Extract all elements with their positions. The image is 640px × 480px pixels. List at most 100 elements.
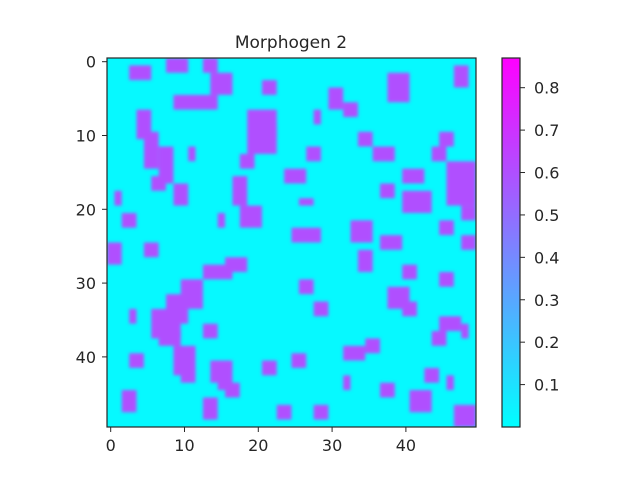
heatmap-high-region	[143, 242, 159, 258]
heatmap-high-region	[313, 301, 329, 317]
heatmap-high-region	[284, 168, 307, 184]
x-axis: 0 10 20 30 40	[106, 427, 416, 455]
heatmap-high-region	[461, 235, 476, 250]
heatmap-high-region	[217, 212, 226, 228]
heatmap-high-region	[239, 205, 262, 228]
colorbar-tick-label: 0.8	[534, 79, 559, 98]
heatmap-high-region	[431, 146, 447, 162]
heatmap-high-region	[380, 382, 395, 398]
heatmap-high-region	[372, 146, 395, 162]
heatmap-high-region	[431, 331, 447, 346]
heatmap-high-region	[291, 353, 307, 368]
heatmap-high-region	[357, 249, 373, 273]
chart-title: Morphogen 2	[235, 33, 347, 53]
colorbar-tick-label: 0.4	[534, 248, 559, 267]
x-tick-label: 0	[106, 436, 116, 455]
heatmap-high-region	[402, 301, 417, 317]
heatmap-high-region	[202, 323, 218, 339]
y-axis: 0 10 20 30 40	[76, 53, 107, 367]
colorbar-tick-label: 0.1	[534, 376, 559, 395]
heatmap-high-region	[439, 131, 454, 147]
heatmap-high-region	[173, 183, 189, 206]
x-tick-label: 10	[174, 436, 194, 455]
y-tick-label: 20	[76, 200, 96, 219]
heatmap-high-region	[276, 404, 292, 420]
heatmap-high-region	[129, 353, 144, 368]
y-tick-label: 10	[76, 126, 96, 145]
y-tick-label: 30	[76, 274, 96, 293]
heatmap-high-region	[402, 190, 432, 213]
heatmap-high-region	[173, 94, 218, 110]
heatmap-high-region	[202, 397, 218, 420]
heatmap-high-region	[424, 367, 440, 383]
heatmap-high-region	[121, 212, 137, 228]
colorbar-tick-label: 0.2	[534, 333, 559, 352]
colorbar-frame	[501, 57, 521, 428]
heatmap-high-region	[306, 146, 322, 162]
heatmap-high-region	[247, 109, 277, 154]
y-tick-label: 0	[86, 53, 96, 72]
heatmap-high-region	[143, 131, 159, 169]
heatmap-high-region	[343, 345, 366, 361]
heatmap-high-region	[409, 390, 432, 413]
heatmap-high-region	[121, 390, 137, 413]
heatmap-high-region	[387, 72, 410, 103]
heatmap-high-region	[380, 235, 403, 250]
x-tick-label: 20	[248, 436, 268, 455]
heatmap-high-region	[210, 72, 233, 95]
colorbar-ticks: 0.1 0.2 0.3 0.4 0.5 0.6 0.7 0.8	[520, 79, 559, 395]
heatmap-high-region	[461, 205, 476, 221]
colorbar-gradient	[502, 58, 520, 427]
colorbar-tick-label: 0.5	[534, 206, 559, 225]
heatmap-high-region	[380, 183, 395, 199]
heatmap-high-region	[158, 146, 174, 184]
plot-frame	[106, 57, 477, 428]
heatmap-high-region	[291, 227, 322, 243]
heatmap-high-region	[439, 316, 462, 332]
heatmap-high-region	[439, 220, 454, 236]
heatmap-high-region	[298, 279, 314, 295]
colorbar-tick-label: 0.7	[534, 121, 559, 140]
heatmap-high-region	[402, 168, 425, 184]
heatmap-high-region	[261, 80, 277, 95]
heatmap-high-region	[202, 58, 218, 73]
y-tick-label: 40	[76, 348, 96, 367]
heatmap-high-region	[365, 338, 381, 354]
heatmap-high-region	[107, 242, 122, 265]
heatmap-high-region	[129, 308, 137, 324]
heatmap-high-region	[453, 65, 469, 88]
colorbar-tick-label: 0.3	[534, 291, 559, 310]
heatmap-high-region	[350, 220, 373, 243]
heatmap-high-region	[461, 323, 469, 339]
heatmap-high-region	[158, 331, 181, 346]
heatmap-high-region	[151, 176, 167, 191]
heatmap-high-region	[446, 161, 476, 206]
x-tick-label: 40	[396, 436, 416, 455]
heatmap-high-region	[343, 375, 351, 391]
heatmap-cells	[107, 58, 476, 427]
colorbar: 0.1 0.2 0.3 0.4 0.5 0.6 0.7 0.8	[501, 57, 559, 428]
heatmap-high-region	[328, 87, 344, 110]
heatmap-high-region	[225, 382, 240, 398]
heatmap-high-region	[313, 109, 322, 125]
heatmap-high-region	[446, 375, 454, 391]
heatmap-high-region	[261, 360, 277, 376]
heatmap-high-region	[313, 404, 329, 420]
heatmap-high-region	[239, 153, 255, 169]
heatmap-high-region	[439, 272, 454, 287]
x-tick-label: 30	[322, 436, 342, 455]
heatmap-high-region	[202, 264, 233, 280]
heatmap-high-region	[129, 65, 152, 81]
heatmap-high-region	[343, 102, 358, 118]
heatmap-high-region	[357, 131, 373, 147]
heatmap-high-region	[114, 190, 122, 206]
heatmap-high-region	[166, 58, 189, 73]
heatmap-high-region	[402, 264, 417, 280]
heatmap-high-region	[298, 198, 314, 206]
heatmap-high-region	[180, 367, 196, 383]
heatmap-high-region	[453, 404, 476, 427]
colorbar-tick-label: 0.6	[534, 164, 559, 183]
heatmap-high-region	[188, 146, 196, 162]
heatmap-high-region	[232, 176, 248, 206]
